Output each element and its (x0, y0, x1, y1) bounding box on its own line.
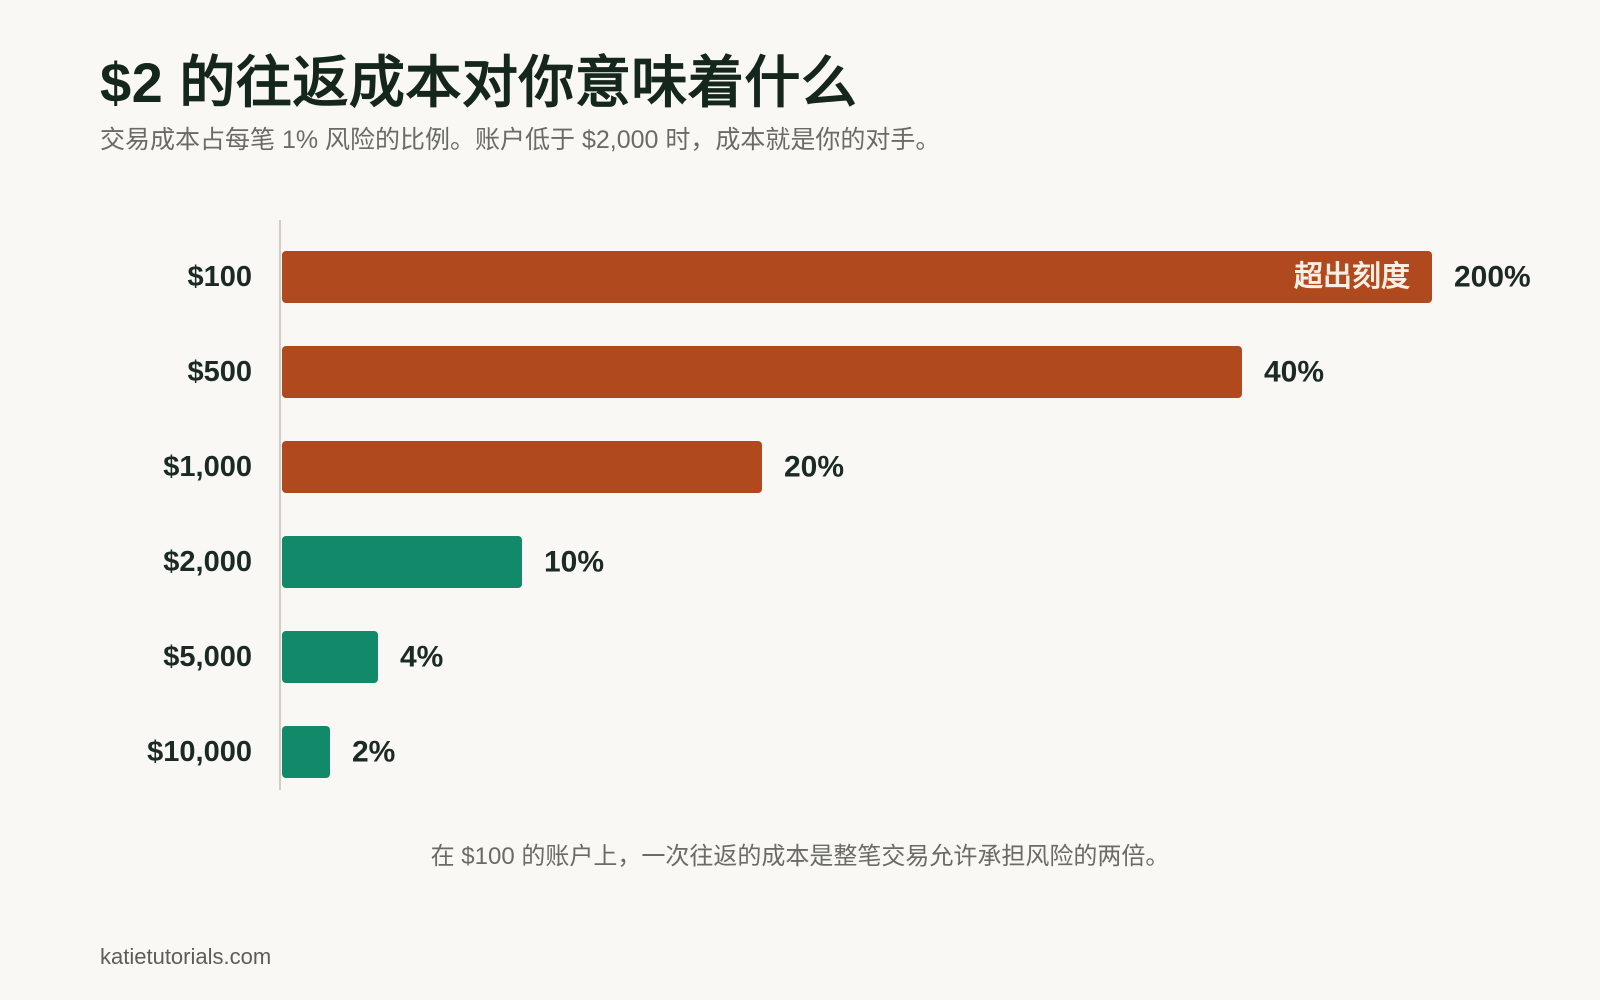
value-label: 2% (352, 736, 395, 769)
off-scale-label: 超出刻度 (1294, 259, 1410, 293)
category-label: $5,000 (163, 641, 252, 673)
value-label: 10% (544, 546, 604, 579)
chart-subtitle: 交易成本占每笔 1% 风险的比例。账户低于 $2,000 时，成本就是你的对手。 (100, 126, 941, 154)
bar (282, 631, 378, 683)
value-label: 20% (784, 451, 844, 484)
category-label: $100 (187, 261, 252, 293)
chart-title: $2 的往返成本对你意味着什么 (100, 51, 858, 114)
bar (282, 346, 1242, 398)
value-label: 4% (400, 641, 443, 674)
category-label: $1,000 (163, 451, 252, 483)
chart-annotation: 在 $100 的账户上，一次往返的成本是整笔交易允许承担风险的两倍。 (430, 843, 1170, 870)
bar (282, 441, 762, 493)
bar (282, 726, 330, 778)
bar (282, 251, 1432, 303)
value-label: 200% (1454, 261, 1531, 294)
bar (282, 536, 522, 588)
category-label: $2,000 (163, 546, 252, 578)
value-label: 40% (1264, 356, 1324, 389)
site-credit: katietutorials.com (100, 944, 272, 969)
category-label: $500 (187, 356, 252, 388)
category-label: $10,000 (147, 736, 252, 768)
bar-chart-svg: $100 超出刻度 200% $500 40% $1,000 20% $2,000 10% $5,… (147, 220, 1531, 790)
bar-chart: $100 超出刻度 200% $500 40% $1,000 20% $2,000 10% $5,… (0, 200, 1600, 810)
